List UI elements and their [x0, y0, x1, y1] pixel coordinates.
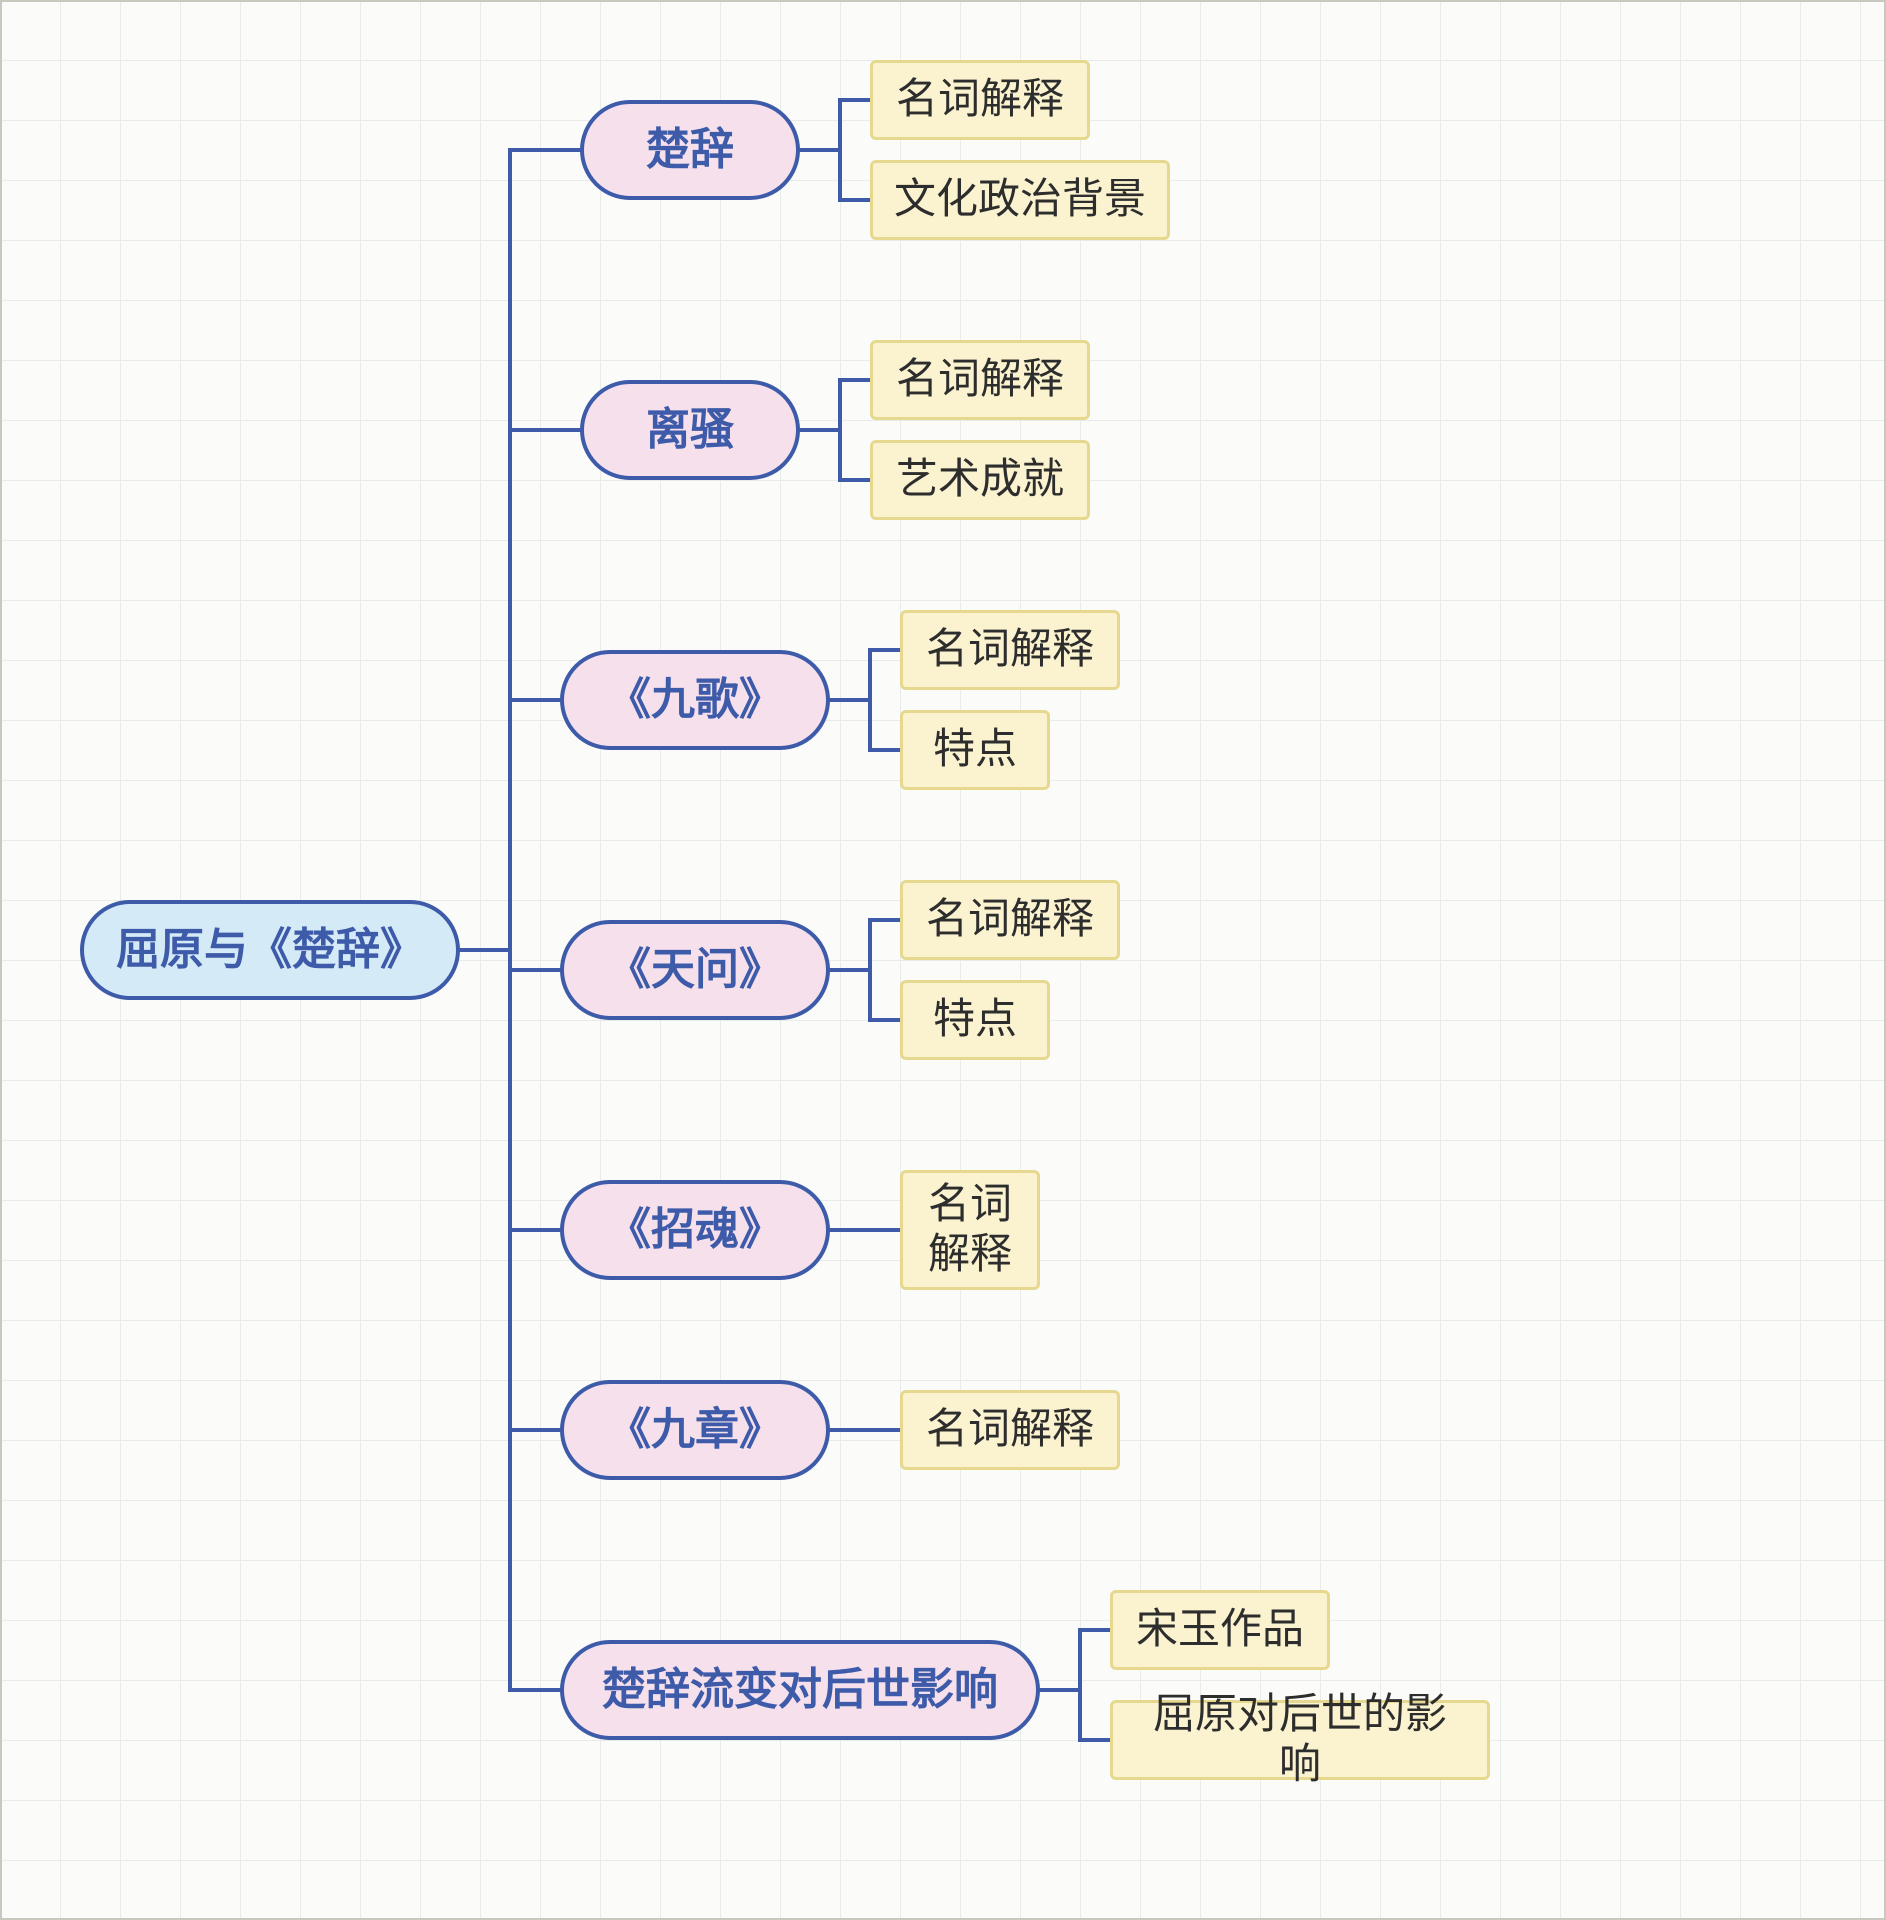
mindmap-node-l2a: 名词解释 — [870, 340, 1090, 420]
mindmap-canvas: 屈原与《楚辞》 楚辞离骚《九歌》《天问》《招魂》《九章》楚辞流变对后世影响 名词解释… — [0, 0, 1886, 1920]
mindmap-node-l3a: 名词解释 — [900, 610, 1120, 690]
mindmap-node-b2: 离骚 — [580, 380, 800, 480]
mindmap-node-b4: 《天问》 — [560, 920, 830, 1020]
mindmap-node-root: 屈原与《楚辞》 — [80, 900, 460, 1000]
mindmap-node-l1b: 文化政治背景 — [870, 160, 1170, 240]
mindmap-node-l3b: 特点 — [900, 710, 1050, 790]
mindmap-node-b3: 《九歌》 — [560, 650, 830, 750]
mindmap-node-b5: 《招魂》 — [560, 1180, 830, 1280]
mindmap-node-l4a: 名词解释 — [900, 880, 1120, 960]
mindmap-node-b6: 《九章》 — [560, 1380, 830, 1480]
mindmap-node-l7b: 屈原对后世的影响 — [1110, 1700, 1490, 1780]
mindmap-node-l5a: 名词 解释 — [900, 1170, 1040, 1290]
mindmap-node-b7: 楚辞流变对后世影响 — [560, 1640, 1040, 1740]
mindmap-node-l4b: 特点 — [900, 980, 1050, 1060]
mindmap-node-l7a: 宋玉作品 — [1110, 1590, 1330, 1670]
mindmap-node-b1: 楚辞 — [580, 100, 800, 200]
mindmap-node-l2b: 艺术成就 — [870, 440, 1090, 520]
mindmap-node-l1a: 名词解释 — [870, 60, 1090, 140]
mindmap-node-l6a: 名词解释 — [900, 1390, 1120, 1470]
